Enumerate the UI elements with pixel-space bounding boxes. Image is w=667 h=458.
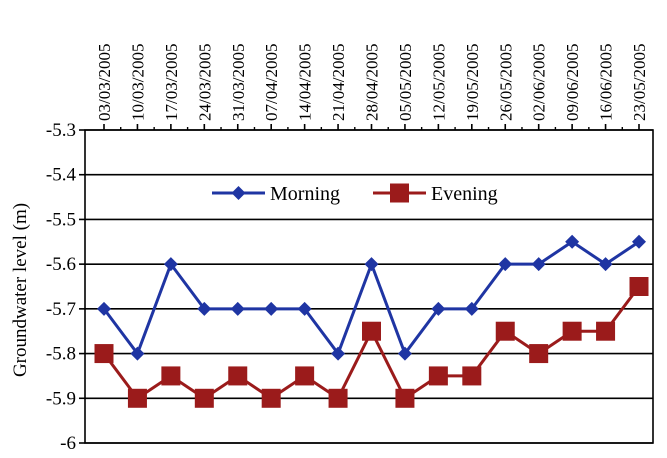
data-point bbox=[97, 301, 111, 316]
plot-frame bbox=[84, 129, 654, 444]
data-point bbox=[495, 321, 515, 341]
x-tick-label: 14/04/2005 bbox=[296, 44, 315, 121]
data-point bbox=[464, 301, 479, 316]
x-tick-label: 07/04/2005 bbox=[262, 44, 281, 121]
data-point bbox=[230, 301, 245, 316]
legend: Morning Evening bbox=[212, 183, 498, 205]
series-morning bbox=[97, 234, 646, 361]
data-point bbox=[529, 344, 549, 364]
y-tick-label: -5.4 bbox=[46, 165, 77, 186]
series-evening bbox=[94, 277, 649, 408]
data-point bbox=[428, 366, 448, 386]
data-point bbox=[462, 366, 482, 386]
x-tick-label: 12/05/2005 bbox=[429, 44, 448, 121]
data-point bbox=[297, 301, 312, 316]
x-tick-label: 10/03/2005 bbox=[128, 44, 147, 121]
y-tick-label: -5.9 bbox=[46, 388, 76, 409]
y-tick-label: -5.7 bbox=[46, 299, 76, 320]
data-point bbox=[130, 346, 145, 361]
data-point bbox=[362, 321, 381, 341]
data-point bbox=[629, 277, 649, 296]
x-tick-label: 23/05/2005 bbox=[630, 44, 649, 121]
data-point bbox=[328, 388, 348, 408]
y-axis-label: Groundwater level (m) bbox=[10, 203, 31, 377]
data-point bbox=[565, 234, 580, 249]
data-point bbox=[331, 346, 346, 361]
data-point bbox=[295, 366, 315, 386]
gridlines bbox=[85, 129, 653, 444]
data-point bbox=[194, 388, 214, 408]
data-point bbox=[264, 301, 279, 316]
data-point bbox=[395, 388, 415, 408]
y-tick-label: -5.5 bbox=[46, 209, 76, 230]
data-point bbox=[94, 344, 114, 364]
data-point bbox=[531, 257, 546, 272]
data-point bbox=[228, 366, 248, 386]
x-tick-labels: 03/03/2005 10/03/2005 17/03/2005 24/03/2005… bbox=[95, 44, 649, 121]
x-tick-label: 26/05/2005 bbox=[496, 44, 515, 121]
legend-item-evening: Evening bbox=[373, 183, 498, 205]
data-point bbox=[562, 321, 582, 341]
data-point bbox=[498, 257, 513, 272]
data-point bbox=[261, 388, 281, 408]
x-tick-label: 19/05/2005 bbox=[463, 44, 482, 121]
data-point bbox=[163, 257, 178, 272]
data-point bbox=[598, 257, 613, 272]
x-tick-label: 24/03/2005 bbox=[195, 44, 214, 121]
series bbox=[94, 234, 649, 408]
x-tick-label: 03/03/2005 bbox=[95, 44, 114, 121]
legend-marker bbox=[231, 186, 246, 200]
x-tick-label: 21/04/2005 bbox=[329, 44, 348, 121]
x-tick-label: 28/04/2005 bbox=[363, 44, 382, 121]
x-tick-label: 31/03/2005 bbox=[229, 44, 248, 121]
data-point bbox=[127, 388, 147, 408]
legend-label: Evening bbox=[431, 183, 498, 205]
data-point bbox=[197, 301, 212, 316]
legend-label: Morning bbox=[270, 183, 340, 205]
data-point bbox=[632, 234, 646, 249]
data-point bbox=[161, 366, 181, 386]
legend-item-morning: Morning bbox=[212, 183, 340, 205]
x-tick-label: 02/06/2005 bbox=[530, 44, 549, 121]
data-point bbox=[596, 321, 616, 341]
x-tick-label: 05/05/2005 bbox=[396, 44, 415, 121]
y-tick-label: -5.6 bbox=[46, 254, 76, 275]
y-tick-labels: -5.3 -5.4 -5.5 -5.6 -5.7 -5.8 -5.9 -6 bbox=[46, 120, 77, 454]
y-tick-label: -5.8 bbox=[46, 344, 76, 365]
data-point bbox=[397, 346, 412, 361]
y-tick-label: -5.3 bbox=[46, 120, 76, 141]
series-line bbox=[102, 285, 641, 400]
data-point bbox=[431, 301, 446, 316]
x-tick-label: 09/06/2005 bbox=[563, 44, 582, 121]
data-point bbox=[364, 257, 379, 272]
legend-marker bbox=[390, 183, 409, 203]
y-tick-label: -6 bbox=[60, 433, 76, 454]
x-tick-label: 16/06/2005 bbox=[597, 44, 616, 121]
x-tick-label: 17/03/2005 bbox=[162, 44, 181, 121]
axes bbox=[79, 124, 654, 444]
